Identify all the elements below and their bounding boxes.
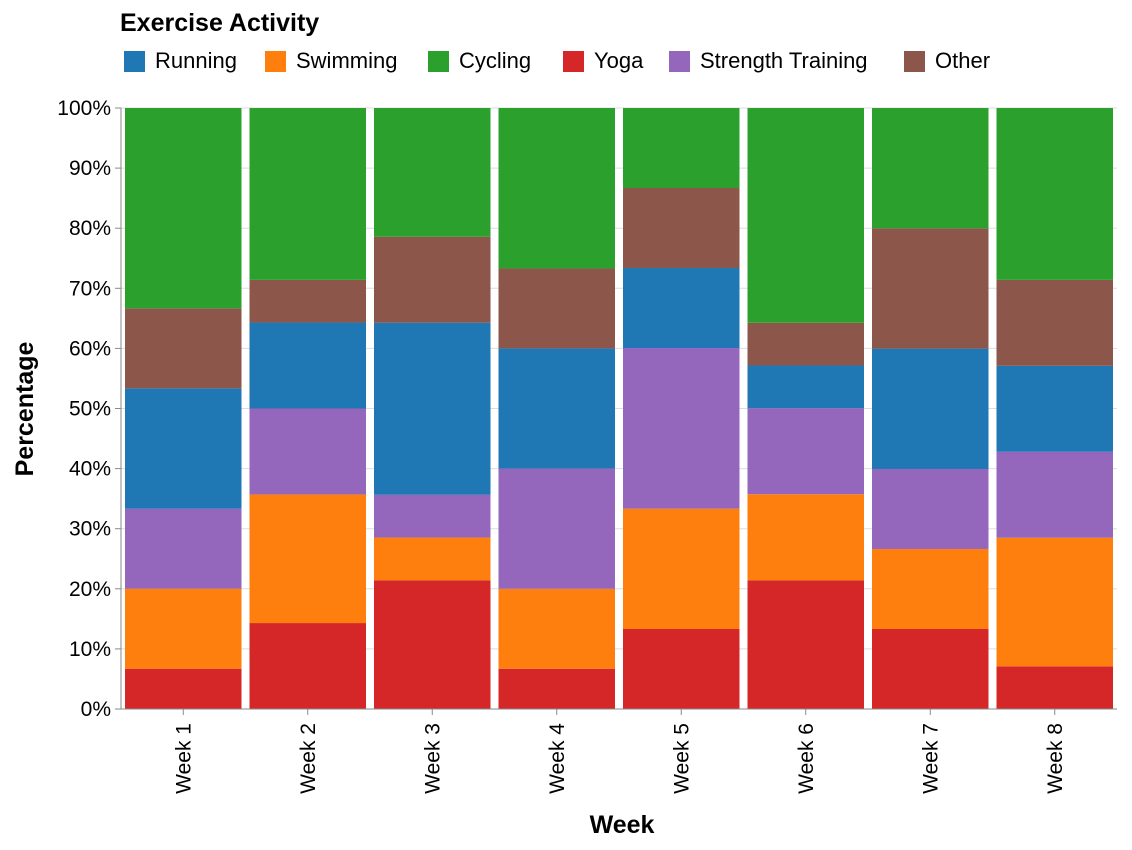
bar-week-2-swimming: [249, 494, 366, 624]
bar-week-8-running: [996, 365, 1113, 452]
bar-week-3-cycling: [374, 108, 491, 237]
x-tick-label: Week 3: [421, 723, 444, 794]
bar-week-1-cycling: [125, 108, 242, 309]
bar-week-4-strength-training: [498, 468, 615, 589]
bar-week-4-yoga: [498, 668, 615, 709]
bar-week-7-yoga: [872, 628, 989, 709]
bar-week-5-yoga: [623, 628, 740, 709]
bar-week-6-other: [747, 322, 864, 366]
y-tick-label: 90%: [69, 157, 111, 180]
bar-week-6-yoga: [747, 580, 864, 709]
bar-week-7-running: [872, 348, 989, 469]
bar-week-1-strength-training: [125, 508, 242, 589]
x-tick-label: Week 1: [172, 723, 195, 794]
y-axis-title: Percentage: [11, 342, 39, 477]
bar-week-7-cycling: [872, 108, 989, 229]
legend-title: Exercise Activity: [120, 9, 319, 37]
legend-label-cycling: Cycling: [459, 48, 531, 73]
x-tick-label: Week 4: [546, 723, 569, 794]
legend-swatch-strength-training: [669, 51, 690, 72]
legend-label-running: Running: [155, 48, 237, 73]
legend-swatch-other: [904, 51, 925, 72]
bar-week-6-swimming: [747, 494, 864, 581]
legend-swatch-swimming: [265, 51, 286, 72]
x-axis-title: Week: [590, 811, 655, 839]
legend-item-cycling: Cycling: [428, 48, 531, 73]
bar-week-1-swimming: [125, 588, 242, 669]
bar-week-3-running: [374, 322, 491, 495]
legend-item-strength-training: Strength Training: [669, 48, 868, 73]
legend-label-swimming: Swimming: [296, 48, 397, 73]
bar-week-2-strength-training: [249, 408, 366, 495]
bar-week-7-other: [872, 228, 989, 349]
legend-swatch-cycling: [428, 51, 449, 72]
bar-week-3-swimming: [374, 537, 491, 581]
x-tick-label: Week 2: [297, 723, 320, 794]
y-tick-label: 80%: [69, 217, 111, 240]
bar-week-7-swimming: [872, 548, 989, 629]
bar-week-4-swimming: [498, 588, 615, 669]
x-tick-label: Week 5: [670, 723, 693, 794]
bar-week-1-running: [125, 388, 242, 509]
x-tick-label: Week 7: [919, 723, 942, 794]
x-tick-label: Week 6: [795, 723, 818, 794]
bar-week-8-other: [996, 279, 1113, 366]
bar-week-8-swimming: [996, 537, 1113, 667]
bar-week-4-other: [498, 268, 615, 349]
bar-week-1-other: [125, 308, 242, 389]
bar-week-8-strength-training: [996, 451, 1113, 538]
y-tick-label: 20%: [69, 578, 111, 601]
legend-item-yoga: Yoga: [563, 48, 644, 73]
bar-week-6-running: [747, 365, 864, 409]
legend-item-other: Other: [904, 48, 990, 73]
y-tick-label: 100%: [57, 97, 111, 120]
bar-week-2-running: [249, 322, 366, 409]
legend: Exercise Activity Running Swimming Cycling…: [120, 9, 990, 73]
legend-swatch-yoga: [563, 51, 584, 72]
bar-week-2-cycling: [249, 108, 366, 280]
y-tick-label: 50%: [69, 398, 111, 421]
x-tick-label: Week 8: [1044, 723, 1067, 794]
y-tick-label: 40%: [69, 458, 111, 481]
legend-label-other: Other: [935, 48, 990, 73]
bar-week-5-strength-training: [623, 348, 740, 509]
bar-week-5-running: [623, 268, 740, 349]
bar-week-5-cycling: [623, 108, 740, 189]
bar-week-3-yoga: [374, 580, 491, 709]
bar-week-6-strength-training: [747, 408, 864, 495]
bar-week-2-other: [249, 279, 366, 323]
bars: [125, 108, 1113, 709]
axes: 0% 10% 20% 30% 40% 50% 60% 70% 80% 90% 100% Week 1 W…: [57, 97, 1117, 794]
bar-week-5-swimming: [623, 508, 740, 629]
bar-week-1-yoga: [125, 668, 242, 709]
legend-swatch-running: [124, 51, 145, 72]
bar-week-4-cycling: [498, 108, 615, 269]
bar-week-4-running: [498, 348, 615, 469]
y-tick-label: 70%: [69, 277, 111, 300]
bar-week-6-cycling: [747, 108, 864, 323]
bar-week-3-other: [374, 236, 491, 323]
legend-label-yoga: Yoga: [594, 48, 644, 73]
y-tick-label: 30%: [69, 518, 111, 541]
bar-week-3-strength-training: [374, 494, 491, 538]
legend-item-running: Running: [124, 48, 237, 73]
y-tick-label: 0%: [81, 698, 111, 721]
bar-week-8-cycling: [996, 108, 1113, 280]
y-tick-label: 10%: [69, 638, 111, 661]
bar-week-7-strength-training: [872, 468, 989, 549]
bar-week-2-yoga: [249, 623, 366, 709]
y-tick-label: 60%: [69, 337, 111, 360]
bar-week-5-other: [623, 188, 740, 269]
legend-label-strength-training: Strength Training: [700, 48, 868, 73]
legend-item-swimming: Swimming: [265, 48, 397, 73]
bar-week-8-yoga: [996, 666, 1113, 709]
